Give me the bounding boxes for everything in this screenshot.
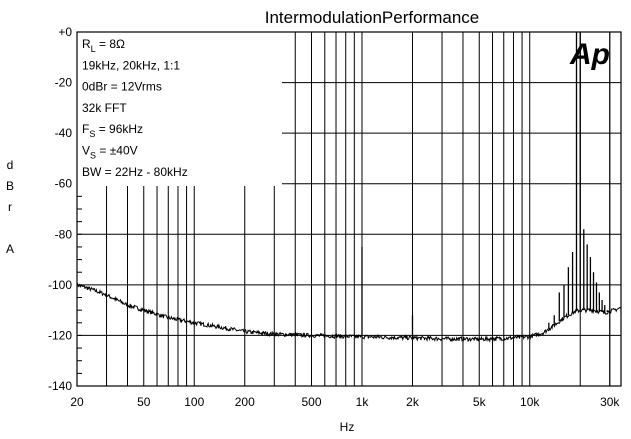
y-axis-label-char: r <box>8 200 12 214</box>
y-axis-label-char: B <box>6 179 14 193</box>
x-tick-label: 500 <box>301 395 321 409</box>
x-tick-label: 50 <box>137 395 151 409</box>
x-tick-label: 1k <box>356 395 370 409</box>
annotation-box <box>77 32 282 186</box>
y-tick-label: -40 <box>55 126 73 140</box>
annotation-line: VS = ±40V <box>82 144 138 161</box>
y-axis-label-char: A <box>6 242 14 256</box>
x-tick-label: 20 <box>70 395 84 409</box>
y-tick-labels: +0 -20 -40 -60 -80 -100 -120 -140 <box>48 25 72 393</box>
x-tick-label: 2k <box>406 395 420 409</box>
y-tick-label: -100 <box>48 278 72 292</box>
y-tick-label: -20 <box>55 76 73 90</box>
annotations: RL = 8Ω 19kHz, 20kHz, 1:1 0dBr = 12Vrms 32k… <box>82 37 188 179</box>
x-tick-label: 10k <box>520 395 540 409</box>
y-tick-label: +0 <box>58 25 72 39</box>
x-tick-label: 200 <box>235 395 255 409</box>
annotation-line: 19kHz, 20kHz, 1:1 <box>82 58 180 72</box>
y-axis-label-char: d <box>7 158 14 172</box>
x-tick-label: 30k <box>600 395 620 409</box>
y-tick-label: -120 <box>48 328 72 342</box>
x-tick-labels: 20 50 100 200 500 1k 2k 5k 10k 30k <box>70 395 620 409</box>
noise-floor <box>76 283 622 343</box>
plot-frame <box>76 31 622 387</box>
chart-title: IntermodulationPerformance <box>265 8 480 27</box>
annotation-line: FS = 96kHz <box>82 122 143 139</box>
x-axis-label: Hz <box>340 420 355 434</box>
ap-logo: Ap <box>569 38 610 71</box>
series-line <box>76 32 622 343</box>
y-axis-label: dBr A <box>6 158 14 256</box>
annotation-line: 32k FFT <box>82 101 127 115</box>
annotation-line: RL = 8Ω <box>82 37 125 54</box>
y-tick-label: -80 <box>55 227 73 241</box>
y-tick-label: -140 <box>48 379 72 393</box>
y-tick-label: -60 <box>55 177 73 191</box>
annotation-line: 0dBr = 12Vrms <box>82 80 162 94</box>
x-tick-label: 5k <box>473 395 487 409</box>
x-tick-label: 100 <box>184 395 204 409</box>
annotation-line: BW = 22Hz - 80kHz <box>82 165 188 179</box>
